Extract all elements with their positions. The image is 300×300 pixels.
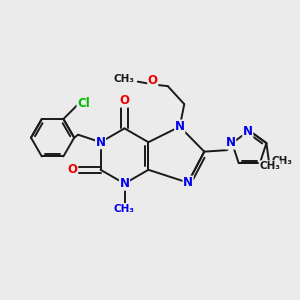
Text: CH₃: CH₃ — [114, 203, 135, 214]
Text: N: N — [183, 176, 193, 189]
Text: N: N — [243, 125, 253, 138]
Text: N: N — [96, 136, 106, 149]
Text: CH₃: CH₃ — [272, 156, 293, 166]
Text: O: O — [68, 163, 77, 176]
Text: N: N — [226, 136, 236, 149]
Text: O: O — [148, 74, 158, 87]
Text: Cl: Cl — [77, 98, 90, 110]
Text: CH₃: CH₃ — [113, 74, 134, 84]
Text: N: N — [119, 177, 130, 190]
Text: O: O — [119, 94, 130, 107]
Text: N: N — [175, 120, 185, 133]
Text: CH₃: CH₃ — [259, 161, 280, 171]
